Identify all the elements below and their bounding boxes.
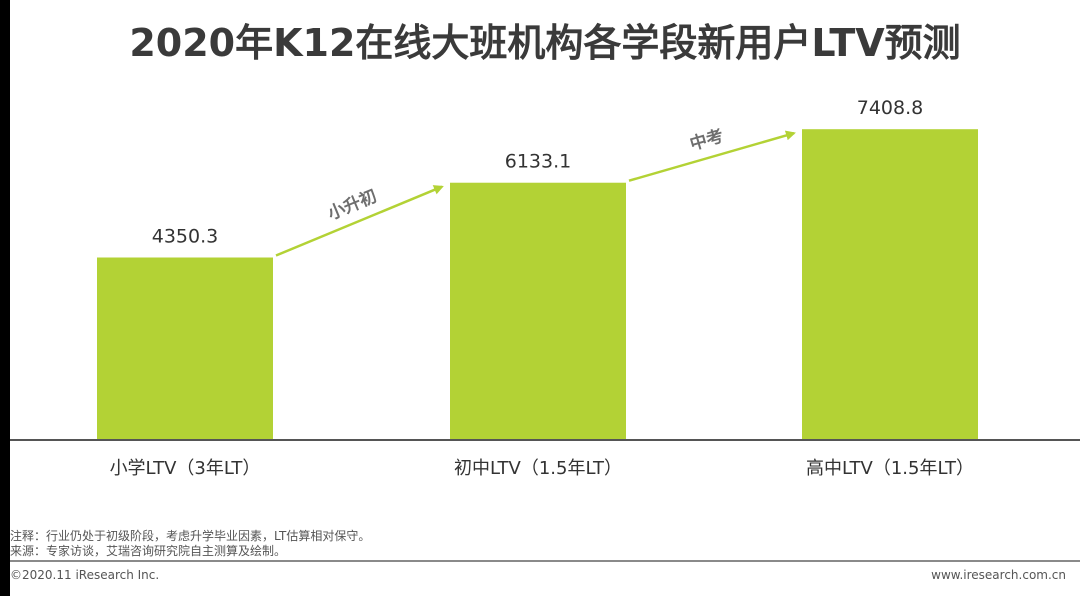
footer-website[interactable]: www.iresearch.com.cn	[931, 568, 1066, 582]
transition-label-1: 中考	[687, 125, 725, 155]
category-label-2: 高中LTV（1.5年LT）	[806, 458, 974, 479]
bar-value-label-2: 7408.8	[857, 97, 923, 119]
slide: 2020年K12在线大班机构各学段新用户LTV预测 小升初 中考 4350.3 小学…	[10, 0, 1080, 596]
footnote-source: 来源：专家访谈，艾瑞咨询研究院自主测算及绘制。	[10, 544, 287, 558]
transition-label-0: 小升初	[325, 185, 380, 224]
transition-arrow-1	[628, 130, 796, 182]
bar-2	[802, 129, 978, 440]
bar-value-label-0: 4350.3	[152, 226, 218, 248]
category-label-0: 小学LTV（3年LT）	[110, 458, 261, 479]
footer-copyright: ©2020.11 iResearch Inc.	[10, 568, 160, 582]
bar-1	[450, 182, 626, 440]
bar-value-label-1: 6133.1	[505, 151, 571, 173]
chart-title: 2020年K12在线大班机构各学段新用户LTV预测	[129, 21, 961, 65]
category-label-1: 初中LTV（1.5年LT）	[454, 458, 622, 479]
bar-0	[97, 257, 273, 440]
footer-divider	[10, 560, 1080, 562]
footnote-note: 注释：行业仍处于初级阶段，考虑升学毕业因素，LT估算相对保守。	[10, 529, 371, 543]
transition-arrow-0	[275, 185, 444, 257]
bar-chart: 小升初 中考 4350.3 小学LTV（3年LT） 6133.1 初中LTV（1.5年L…	[10, 97, 1080, 479]
